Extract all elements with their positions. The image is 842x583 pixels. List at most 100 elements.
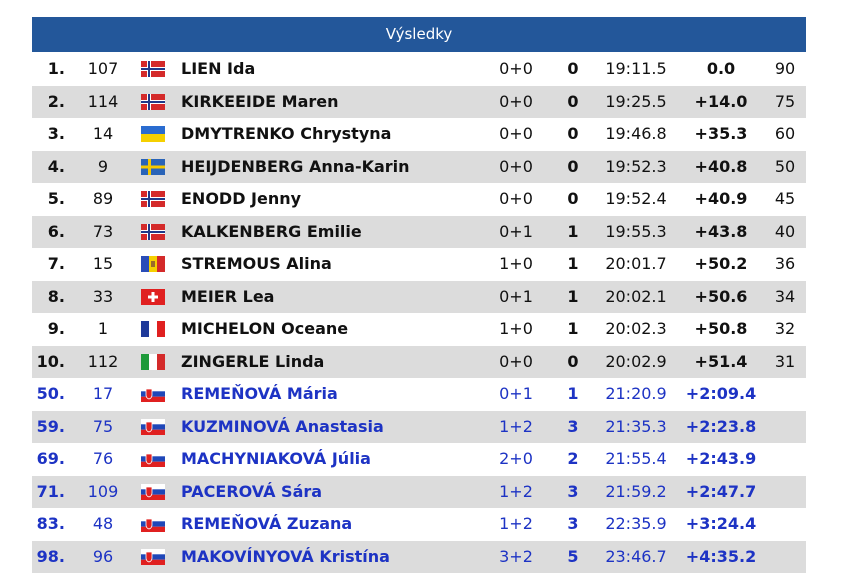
rank: 5.	[47, 189, 65, 208]
result-row: 3. 14 DMYTRENKO Chrystyna 0+0 0 19:46.8 +35.3 6…	[32, 118, 806, 151]
athlete-name: MEIER Lea	[181, 286, 275, 306]
shooting: 1+2	[499, 481, 533, 501]
result-row: 10. 112 ZINGERLE Linda 0+0 0 20:02.9 +51.4 31	[32, 345, 806, 378]
bib: 14	[92, 124, 114, 143]
penalties: 1	[567, 254, 579, 273]
shooting: 0+1	[499, 384, 533, 403]
penalties: 3	[567, 416, 579, 436]
athlete-name: KIRKEEIDE Maren	[181, 91, 339, 111]
athlete-name: MICHELON Oceane	[181, 319, 349, 338]
time-behind: +40.9	[694, 189, 748, 208]
shooting: 2+0	[499, 449, 533, 468]
time: 20:01.7	[605, 254, 667, 273]
result-row: 5. 89 ENODD Jenny 0+0 0 19:52.4 +40.9 45	[32, 183, 806, 216]
shooting: 0+0	[499, 124, 533, 143]
result-row: 50. 17 REMEŇOVÁ Mária 0+1 1 21:20.9 +2:09.4	[32, 378, 806, 411]
rank: 1.	[47, 59, 65, 78]
penalties: 0	[567, 91, 579, 111]
time: 21:35.3	[605, 416, 667, 436]
penalties: 0	[567, 59, 579, 78]
points: 50	[774, 156, 796, 176]
bib: 33	[92, 286, 114, 306]
result-row: 4. 9 HEIJDENBERG Anna-Karin 0+0 0 19:52.3 +40.…	[32, 150, 806, 183]
penalties: 0	[567, 189, 579, 208]
time: 19:11.5	[605, 59, 667, 78]
bib: 17	[92, 384, 114, 403]
result-row: 6. 73 KALKENBERG Emilie 0+1 1 19:55.3 +43.8 40	[32, 215, 806, 248]
penalties: 0	[567, 351, 579, 371]
country-flag	[141, 418, 165, 435]
bib: 1	[97, 319, 109, 338]
rank: 59.	[36, 416, 65, 436]
time-behind: +50.8	[694, 319, 748, 338]
time: 23:46.7	[605, 546, 667, 566]
country-flag	[141, 353, 165, 370]
time-behind: +4:35.2	[685, 546, 757, 566]
points: 45	[774, 189, 796, 208]
points: 34	[774, 286, 796, 306]
bib: 15	[92, 254, 114, 273]
time: 19:25.5	[605, 91, 667, 111]
result-row: 69. 76 MACHYNIAKOVÁ Júlia 2+0 2 21:55.4 +2:43.…	[32, 443, 806, 476]
result-row: 59. 75 KUZMINOVÁ Anastasia 1+2 3 21:35.3 +2:23…	[32, 410, 806, 443]
table-header: Výsledky	[32, 17, 806, 52]
penalties: 1	[567, 221, 579, 241]
athlete-name: HEIJDENBERG Anna-Karin	[181, 156, 410, 176]
points: 31	[774, 351, 796, 371]
rank: 3.	[47, 124, 65, 143]
bib: 76	[92, 449, 114, 468]
shooting: 0+1	[499, 286, 533, 306]
rank: 2.	[47, 91, 65, 111]
time-behind: +3:24.4	[685, 514, 757, 533]
bib: 73	[92, 221, 114, 241]
result-row: 98. 96 MAKOVÍNYOVÁ Kristína 3+2 5 23:46.7 +4:3…	[32, 540, 806, 573]
bib: 109	[87, 481, 119, 501]
penalties: 0	[567, 124, 579, 143]
rank: 50.	[36, 384, 65, 403]
shooting: 0+0	[499, 91, 533, 111]
country-flag	[141, 158, 165, 175]
time: 20:02.3	[605, 319, 667, 338]
country-flag	[141, 483, 165, 500]
rank: 4.	[47, 156, 65, 176]
result-row: 1. 107 LIEN Ida 0+0 0 19:11.5 0.0 90	[32, 53, 806, 86]
time-behind: +40.8	[694, 156, 748, 176]
result-row: 9. 1 MICHELON Oceane 1+0 1 20:02.3 +50.8 32	[32, 313, 806, 346]
time: 19:52.4	[605, 189, 667, 208]
athlete-name: PACEROVÁ Sára	[181, 481, 323, 501]
points: 36	[774, 254, 796, 273]
penalties: 1	[567, 384, 579, 403]
result-row: 71. 109 PACEROVÁ Sára 1+2 3 21:59.2 +2:47.7	[32, 475, 806, 508]
penalties: 3	[567, 481, 579, 501]
athlete-name: ZINGERLE Linda	[181, 351, 325, 371]
athlete-name: LIEN Ida	[181, 59, 256, 78]
shooting: 3+2	[499, 546, 533, 566]
results-table: 1. 107 LIEN Ida 0+0 0 19:11.5 0.0 90 2. 114 KIRKEE…	[32, 53, 806, 573]
bib: 89	[92, 189, 114, 208]
bib: 96	[92, 546, 114, 566]
shooting: 0+0	[499, 156, 533, 176]
bib: 48	[92, 514, 114, 533]
bib: 75	[92, 416, 114, 436]
time-behind: +43.8	[694, 221, 748, 241]
athlete-name: ENODD Jenny	[181, 189, 302, 208]
rank: 98.	[36, 546, 65, 566]
country-flag	[141, 386, 165, 402]
country-flag	[141, 191, 165, 207]
time: 21:20.9	[605, 384, 667, 403]
points: 60	[774, 124, 796, 143]
time-behind: 0.0	[706, 59, 736, 78]
bib: 107	[87, 59, 119, 78]
penalties: 3	[567, 514, 579, 533]
time: 20:02.9	[605, 351, 667, 371]
time-behind: +2:47.7	[685, 481, 757, 501]
time-behind: +50.2	[694, 254, 748, 273]
time: 21:59.2	[605, 481, 667, 501]
country-flag	[141, 321, 165, 337]
rank: 9.	[47, 319, 65, 338]
shooting: 1+2	[499, 514, 533, 533]
shooting: 1+0	[499, 254, 533, 273]
athlete-name: REMEŇOVÁ Zuzana	[181, 514, 353, 533]
time: 21:55.4	[605, 449, 667, 468]
